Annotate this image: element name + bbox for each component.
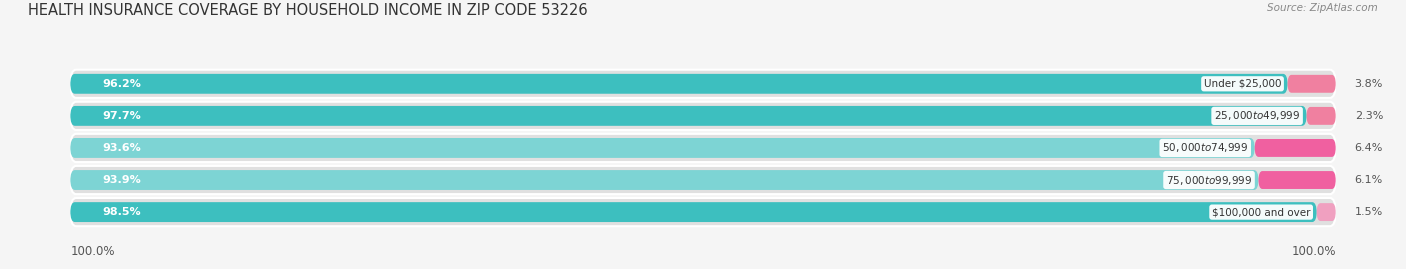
Text: 6.1%: 6.1%: [1355, 175, 1384, 185]
FancyBboxPatch shape: [1306, 107, 1336, 125]
Text: Source: ZipAtlas.com: Source: ZipAtlas.com: [1267, 3, 1378, 13]
Text: 96.2%: 96.2%: [103, 79, 141, 89]
FancyBboxPatch shape: [1317, 203, 1336, 221]
Text: 98.5%: 98.5%: [103, 207, 141, 217]
FancyBboxPatch shape: [70, 106, 1306, 126]
Text: 6.4%: 6.4%: [1355, 143, 1384, 153]
FancyBboxPatch shape: [70, 198, 1336, 226]
Text: 2.3%: 2.3%: [1355, 111, 1384, 121]
FancyBboxPatch shape: [1288, 75, 1336, 93]
Text: 93.6%: 93.6%: [103, 143, 141, 153]
FancyBboxPatch shape: [70, 134, 1336, 162]
Text: 100.0%: 100.0%: [70, 245, 115, 258]
Text: 1.5%: 1.5%: [1355, 207, 1384, 217]
FancyBboxPatch shape: [1258, 171, 1336, 189]
FancyBboxPatch shape: [70, 170, 1258, 190]
Text: $50,000 to $74,999: $50,000 to $74,999: [1163, 141, 1249, 154]
FancyBboxPatch shape: [1254, 139, 1336, 157]
FancyBboxPatch shape: [70, 166, 1336, 194]
FancyBboxPatch shape: [70, 102, 1336, 130]
Text: $100,000 and over: $100,000 and over: [1212, 207, 1310, 217]
Text: 100.0%: 100.0%: [1291, 245, 1336, 258]
Text: $25,000 to $49,999: $25,000 to $49,999: [1213, 109, 1301, 122]
FancyBboxPatch shape: [70, 202, 1317, 222]
FancyBboxPatch shape: [70, 74, 1288, 94]
Text: 3.8%: 3.8%: [1355, 79, 1384, 89]
Text: 97.7%: 97.7%: [103, 111, 141, 121]
Text: 93.9%: 93.9%: [103, 175, 141, 185]
Text: HEALTH INSURANCE COVERAGE BY HOUSEHOLD INCOME IN ZIP CODE 53226: HEALTH INSURANCE COVERAGE BY HOUSEHOLD I…: [28, 3, 588, 18]
FancyBboxPatch shape: [70, 70, 1336, 98]
Text: Under $25,000: Under $25,000: [1204, 79, 1281, 89]
FancyBboxPatch shape: [70, 138, 1254, 158]
Text: $75,000 to $99,999: $75,000 to $99,999: [1166, 174, 1253, 186]
